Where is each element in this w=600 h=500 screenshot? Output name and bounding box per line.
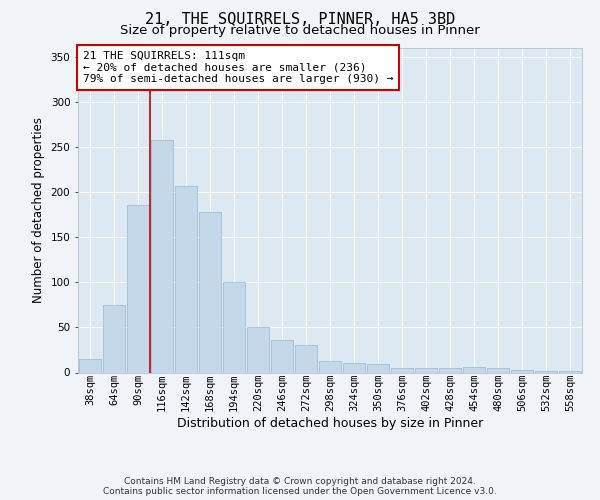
Bar (511, 370, 533, 372)
Bar (439, 368, 461, 372)
Bar (463, 367, 485, 372)
Bar (487, 368, 509, 372)
Bar (391, 368, 413, 372)
Bar (223, 282, 245, 372)
Bar (247, 328, 269, 372)
Bar (415, 368, 437, 372)
Bar (127, 206, 149, 372)
Bar (295, 344, 317, 372)
Text: Contains HM Land Registry data © Crown copyright and database right 2024.
Contai: Contains HM Land Registry data © Crown c… (103, 476, 497, 496)
Bar (559, 370, 581, 372)
Y-axis label: Number of detached properties: Number of detached properties (32, 117, 45, 303)
Bar (175, 186, 197, 372)
Text: 21, THE SQUIRRELS, PINNER, HA5 3BD: 21, THE SQUIRRELS, PINNER, HA5 3BD (145, 12, 455, 28)
Bar (199, 212, 221, 372)
Bar (343, 364, 365, 372)
Bar (271, 340, 293, 372)
Text: 21 THE SQUIRRELS: 111sqm
← 20% of detached houses are smaller (236)
79% of semi-: 21 THE SQUIRRELS: 111sqm ← 20% of detach… (83, 51, 394, 84)
Bar (79, 359, 101, 372)
Text: Size of property relative to detached houses in Pinner: Size of property relative to detached ho… (120, 24, 480, 37)
Bar (319, 361, 341, 372)
Bar (151, 140, 173, 372)
Bar (535, 370, 557, 372)
X-axis label: Distribution of detached houses by size in Pinner: Distribution of detached houses by size … (177, 417, 483, 430)
Bar (367, 364, 389, 372)
Bar (103, 305, 125, 372)
